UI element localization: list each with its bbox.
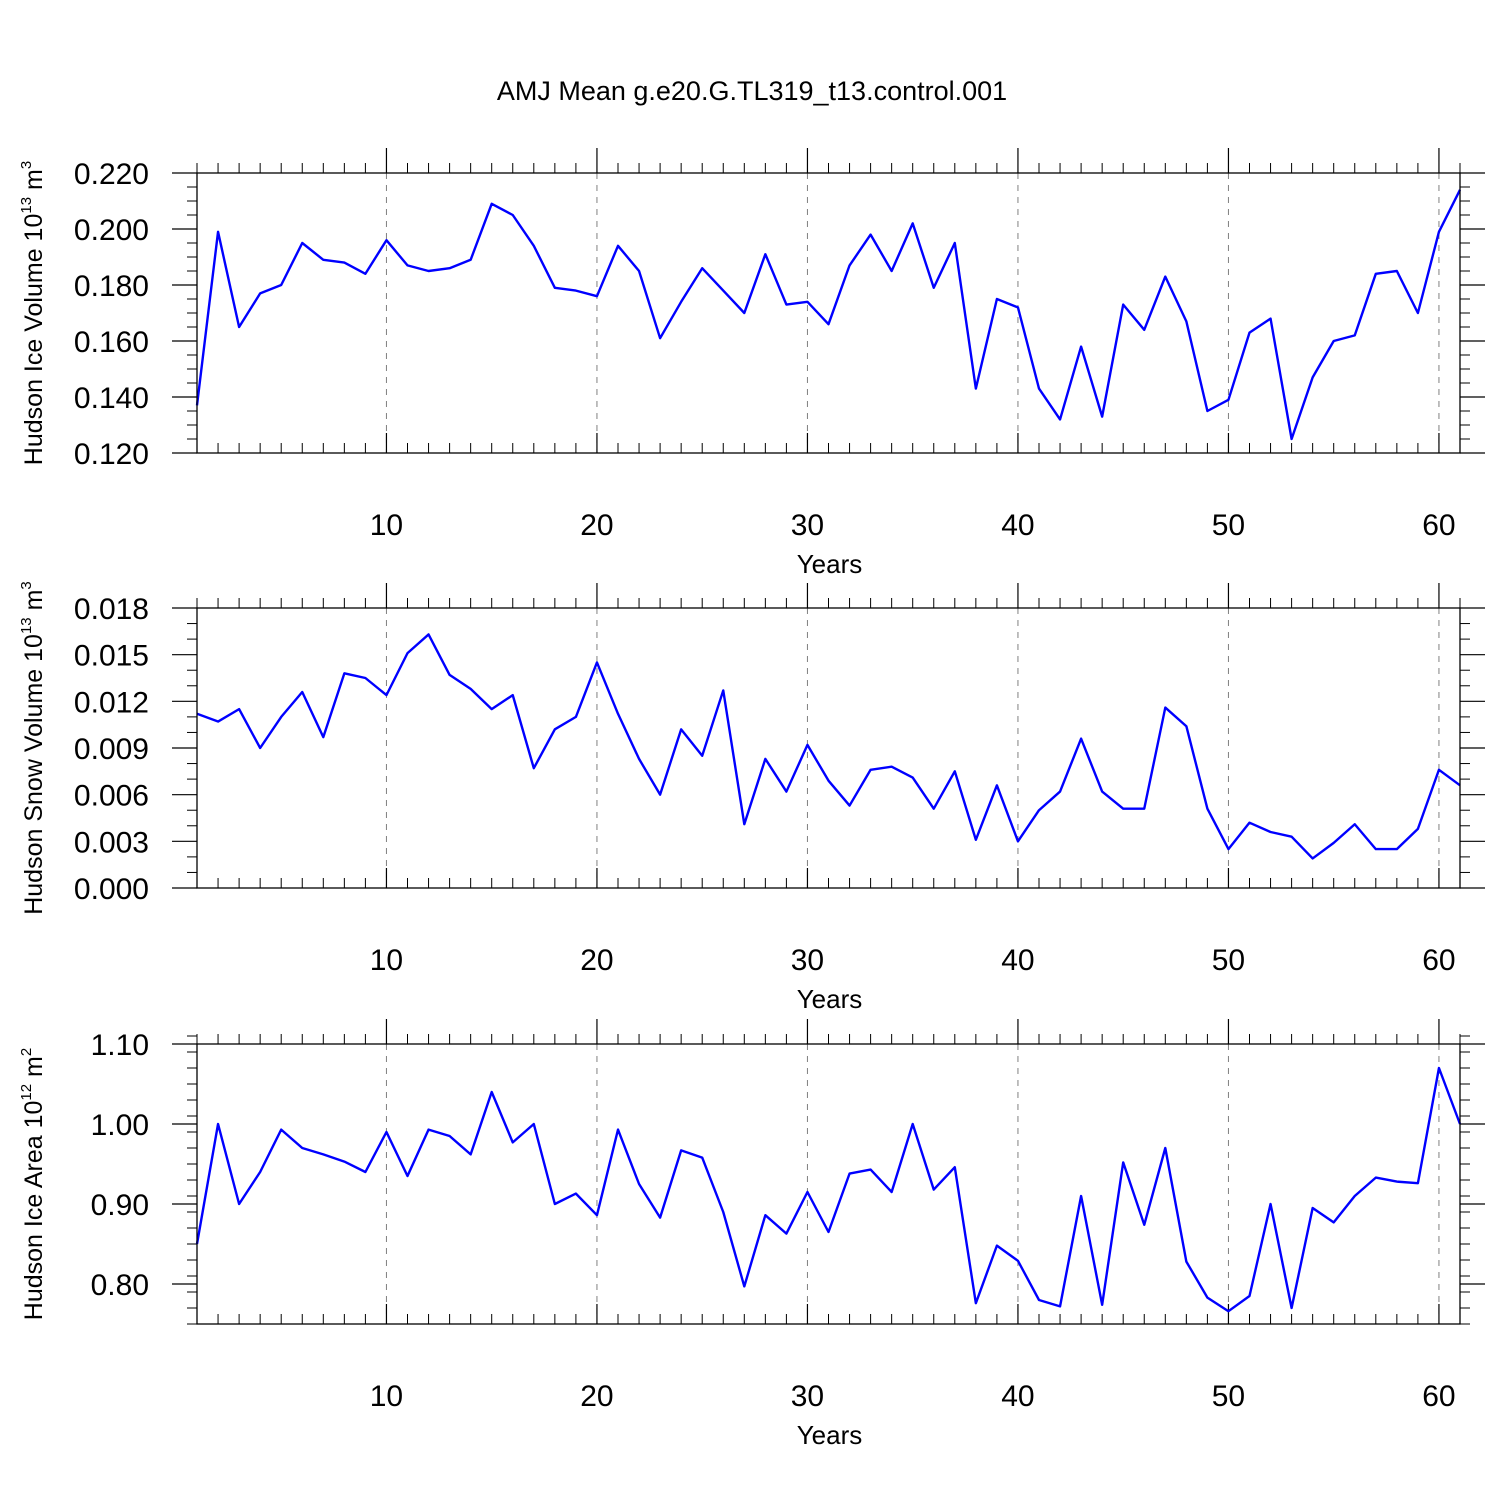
y-axis-label-unit: m <box>20 590 48 618</box>
ytick-label-0.018: 0.018 <box>74 593 149 626</box>
xtick-label-10: 10 <box>370 1380 403 1413</box>
y-axis-label-unit: m <box>20 169 48 197</box>
panels: 0.120 0.140 0.160 0.180 0.200 0.220 10 20 30 40 50… <box>18 148 1485 1450</box>
ytick-label-0.003: 0.003 <box>74 826 149 859</box>
ytick-label-0.220: 0.220 <box>74 158 149 191</box>
chart-title: AMJ Mean g.e20.G.TL319_t13.control.001 <box>497 76 1007 106</box>
xtick-label-50: 50 <box>1212 1380 1245 1413</box>
panel-ice-volume: 0.120 0.140 0.160 0.180 0.200 0.220 10 20 30 40 50… <box>18 148 1485 579</box>
xtick-label-50: 50 <box>1212 944 1245 977</box>
xtick-label-40: 40 <box>1001 509 1034 542</box>
plot-frame <box>196 607 1461 889</box>
ytick-label-1.00: 1.00 <box>91 1109 149 1142</box>
ytick-label-0.009: 0.009 <box>74 733 149 766</box>
y-axis-label-exponent: 13 <box>18 617 35 634</box>
x-axis-label: Years <box>797 1420 863 1450</box>
y-axis-label-unit: m <box>20 1056 48 1084</box>
ytick-label-0.160: 0.160 <box>74 326 149 359</box>
xtick-label-60: 60 <box>1422 944 1455 977</box>
y-axis-label-main: Hudson Ice Volume 10 <box>20 214 48 466</box>
ytick-label-0.140: 0.140 <box>74 382 149 415</box>
xtick-label-30: 30 <box>791 1380 824 1413</box>
series-line-snow-volume <box>196 633 1461 860</box>
series-line-ice-volume <box>195 189 1462 441</box>
y-axis-label-exponent: 12 <box>18 1084 35 1101</box>
y-axis-label: Hudson Snow Volume 1013 m3 <box>18 581 48 915</box>
series-line-ice-area <box>195 1066 1462 1313</box>
panel-snow-volume: 0.000 0.003 0.006 0.009 0.012 0.015 0.018 10 20 3… <box>18 581 1485 1014</box>
x-axis-label: Years <box>797 549 863 579</box>
xtick-label-60: 60 <box>1422 509 1455 542</box>
y-axis-label-exponent: 13 <box>18 197 35 214</box>
panel-ice-area: 0.80 0.90 1.00 1.10 10 20 30 40 50 60 Years Hudson … <box>18 1019 1485 1450</box>
ytick-label-0.006: 0.006 <box>74 780 149 813</box>
ytick-label-0.200: 0.200 <box>74 214 149 247</box>
xtick-label-50: 50 <box>1212 509 1245 542</box>
y-axis-label-unit-exponent: 2 <box>18 1048 35 1056</box>
ytick-label-0.90: 0.90 <box>91 1189 149 1222</box>
plot-frame <box>196 172 1461 454</box>
plot-frame <box>196 1043 1461 1325</box>
xtick-label-40: 40 <box>1001 944 1034 977</box>
xtick-label-10: 10 <box>370 944 403 977</box>
ytick-label-0.000: 0.000 <box>74 873 149 906</box>
y-axis-label: Hudson Ice Area 1012 m2 <box>18 1048 48 1320</box>
ytick-label-0.80: 0.80 <box>91 1269 149 1302</box>
ytick-label-0.120: 0.120 <box>74 438 149 471</box>
x-axis-label: Years <box>797 984 863 1014</box>
ytick-label-0.012: 0.012 <box>74 686 149 719</box>
ytick-label-0.015: 0.015 <box>74 640 149 673</box>
y-axis-label: Hudson Ice Volume 1013 m3 <box>18 161 48 465</box>
xtick-label-20: 20 <box>580 1380 613 1413</box>
xtick-label-40: 40 <box>1001 1380 1034 1413</box>
ytick-label-0.180: 0.180 <box>74 270 149 303</box>
y-axis-label-main: Hudson Snow Volume 10 <box>20 634 48 915</box>
xtick-label-10: 10 <box>370 509 403 542</box>
y-axis-label-unit-exponent: 3 <box>18 581 35 589</box>
xtick-label-20: 20 <box>580 944 613 977</box>
xtick-label-60: 60 <box>1422 1380 1455 1413</box>
xtick-label-30: 30 <box>791 509 824 542</box>
y-axis-label-unit-exponent: 3 <box>18 161 35 169</box>
ytick-label-1.10: 1.10 <box>91 1029 149 1062</box>
y-axis-label-main: Hudson Ice Area 10 <box>20 1101 48 1321</box>
xtick-label-20: 20 <box>580 509 613 542</box>
xtick-label-30: 30 <box>791 944 824 977</box>
